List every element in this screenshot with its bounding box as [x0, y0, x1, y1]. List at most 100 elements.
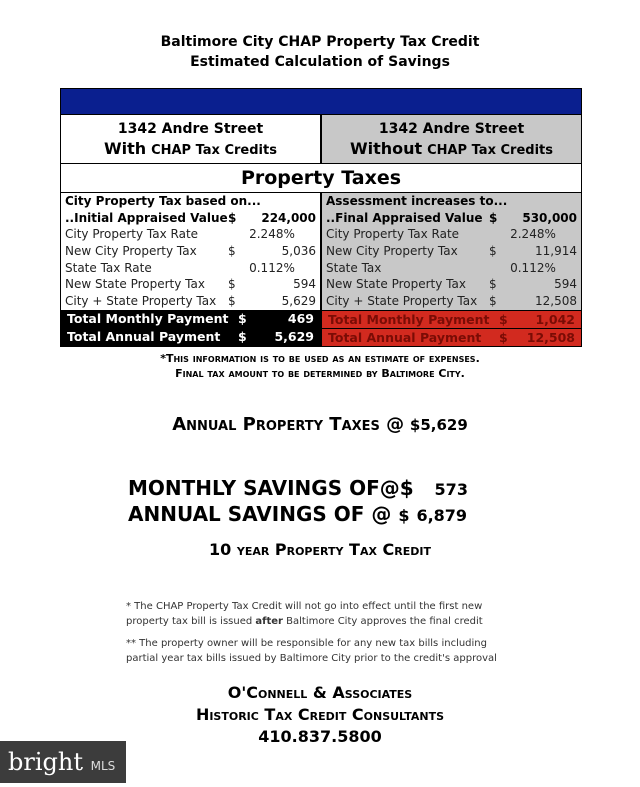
row-currency: $: [228, 210, 237, 225]
total-row: Total Monthly Payment $1,042: [322, 309, 581, 328]
annual-taxes-value: $5,629: [409, 416, 468, 434]
table-row: City Property Tax Rate 2.248%: [322, 226, 581, 243]
row-value: 594: [554, 277, 577, 292]
note-2-line-2: partial year tax bills issued by Baltimo…: [126, 653, 497, 664]
note-bold: after: [255, 616, 283, 627]
company-name: O'Connell & Associates: [227, 683, 413, 702]
row-label: City + State Property Tax: [65, 294, 217, 309]
disclaimer: *This information is to be used as an es…: [0, 351, 640, 381]
annual-taxes-label: Annual Property Taxes @: [172, 414, 405, 435]
total-value: 1,042: [535, 311, 575, 327]
header-rest: CHAP Tax Credits: [151, 143, 277, 158]
row-value: 0.112%: [510, 260, 556, 275]
total-row: Total Annual Payment $12,508: [322, 327, 581, 346]
annual-savings-value: 6,879: [416, 506, 468, 525]
annual-savings-currency: $: [398, 506, 410, 525]
row-value: 11,914: [535, 244, 577, 259]
row-label: ..Final Appraised Value: [326, 210, 483, 225]
credit-term: 10 year Property Tax Credit: [209, 540, 431, 559]
with-chap-column: City Property Tax based on... ..Initial …: [61, 193, 322, 346]
row-currency: $: [228, 277, 236, 292]
company-info: O'Connell & Associates Historic Tax Cred…: [0, 682, 640, 748]
total-value: 469: [287, 310, 314, 326]
company-phone: 410.837.5800: [258, 727, 382, 746]
table-row: State Tax Rate 0.112%: [61, 260, 320, 277]
total-row: Total Monthly Payment $469: [61, 309, 320, 328]
total-value: 5,629: [274, 328, 314, 344]
document-title: Baltimore City CHAP Property Tax Credit …: [0, 32, 640, 72]
row-value: 530,000: [522, 210, 577, 225]
table-row: New City Property Tax $11,914: [322, 243, 581, 260]
table-row: New City Property Tax $5,036: [61, 243, 320, 260]
bright-mls-watermark: bright MLS: [0, 741, 126, 783]
savings: MONTHLY SAVINGS OF@$ 573 ANNUAL SAVINGS …: [128, 476, 468, 528]
header-rest: CHAP Tax Credits: [427, 143, 553, 158]
table-row: City + State Property Tax $12,508: [322, 293, 581, 310]
row-value: 5,629: [281, 294, 316, 309]
row-label: ..Initial Appraised Value: [65, 210, 228, 225]
row-value: 12,508: [535, 294, 577, 309]
with-label: With: [104, 139, 147, 158]
title-line-2: Estimated Calculation of Savings: [190, 54, 450, 70]
total-label: Total Monthly Payment: [328, 311, 490, 327]
header-bar: [61, 89, 581, 114]
total-value: 12,508: [526, 329, 575, 345]
disclaimer-line-1: *This information is to be used as an es…: [160, 352, 480, 365]
heading-text: City Property Tax based on...: [65, 194, 261, 208]
note-2-line-1: ** The property owner will be responsibl…: [126, 638, 487, 649]
company-tagline: Historic Tax Credit Consultants: [195, 705, 445, 724]
row-label: New State Property Tax: [65, 277, 205, 292]
address: 1342 Andre Street: [378, 121, 525, 137]
row-label: New City Property Tax: [65, 244, 197, 259]
title-line-1: Baltimore City CHAP Property Tax Credit: [160, 34, 480, 50]
note-text: Baltimore City approves the final credit: [282, 616, 483, 627]
heading-text: Assessment increases to...: [326, 194, 508, 208]
annual-property-taxes: Annual Property Taxes @ $5,629: [0, 414, 640, 435]
total-currency: $: [238, 310, 247, 326]
row-currency: $: [489, 210, 498, 225]
table-row: New State Property Tax $594: [322, 276, 581, 293]
row-value: 594: [293, 277, 316, 292]
with-chap-header: 1342 Andre Street With CHAP Tax Credits: [61, 115, 322, 163]
total-label: Total Annual Payment: [328, 329, 482, 345]
monthly-savings-value: 573: [434, 480, 468, 499]
note-1-line-2: property tax bill is issued after Baltim…: [126, 614, 497, 629]
total-label: Total Annual Payment: [67, 328, 221, 344]
row-currency: $: [489, 294, 497, 309]
row-currency: $: [228, 244, 236, 259]
row-value: 0.112%: [249, 260, 295, 275]
table-row: City Property Tax Rate 2.248%: [61, 226, 320, 243]
total-currency: $: [238, 328, 247, 344]
row-currency: $: [489, 244, 497, 259]
column-heading: City Property Tax based on...: [61, 193, 320, 210]
row-value: 224,000: [261, 210, 316, 225]
row-value: 2.248%: [249, 227, 295, 242]
note-1-line-1: * The CHAP Property Tax Credit will not …: [126, 601, 483, 612]
section-title: Property Taxes: [61, 163, 581, 193]
row-value: 2.248%: [510, 227, 556, 242]
table-row: City + State Property Tax $5,629: [61, 293, 320, 310]
row-value: 5,036: [281, 244, 316, 259]
table-row: ..Final Appraised Value $530,000: [322, 210, 581, 227]
column-heading: Assessment increases to...: [322, 193, 581, 210]
notes: * The CHAP Property Tax Credit will not …: [126, 599, 497, 666]
without-label: Without: [350, 139, 423, 158]
address: 1342 Andre Street: [117, 121, 264, 137]
tax-comparison-table: 1342 Andre Street With CHAP Tax Credits …: [60, 88, 582, 347]
total-currency: $: [499, 311, 508, 327]
annual-savings-label: ANNUAL SAVINGS OF @: [128, 502, 392, 526]
total-row: Total Annual Payment $5,629: [61, 327, 320, 346]
without-chap-header: 1342 Andre Street Without CHAP Tax Credi…: [322, 115, 581, 163]
disclaimer-line-2: Final tax amount to be determined by Bal…: [175, 367, 465, 380]
row-label: City Property Tax Rate: [326, 227, 460, 242]
table-row: New State Property Tax $594: [61, 276, 320, 293]
total-label: Total Monthly Payment: [67, 310, 229, 326]
row-label: State Tax: [326, 260, 382, 275]
monthly-savings-label: MONTHLY SAVINGS OF@$: [128, 476, 414, 500]
row-label: State Tax Rate: [65, 260, 152, 275]
row-label: City + State Property Tax: [326, 294, 478, 309]
without-chap-column: Assessment increases to... ..Final Appra…: [322, 193, 581, 346]
row-currency: $: [489, 277, 497, 292]
table-row: State Tax 0.112%: [322, 260, 581, 277]
row-label: City Property Tax Rate: [65, 227, 199, 242]
